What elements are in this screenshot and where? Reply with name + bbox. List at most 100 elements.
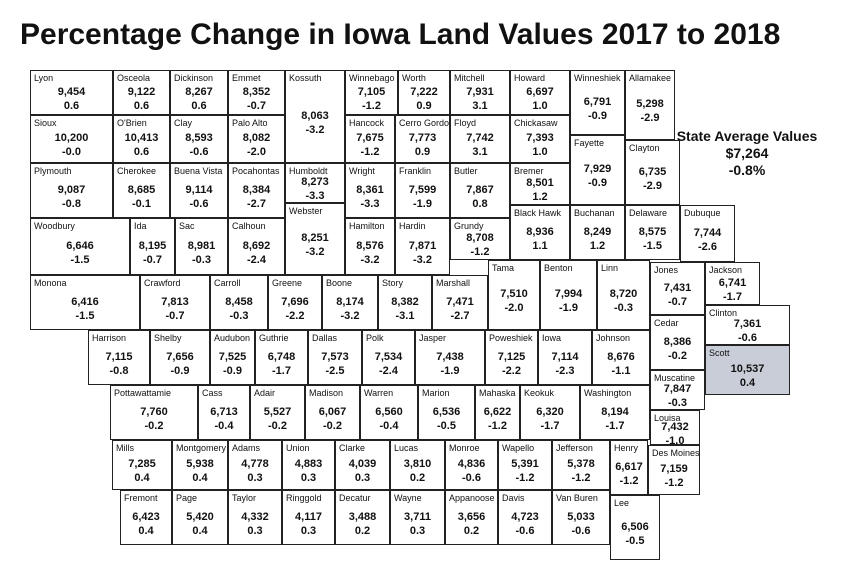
county-name: Cherokee <box>117 166 157 176</box>
county: Adams 4,778 0.3 <box>228 440 282 490</box>
county-change: 0.4 <box>192 524 208 537</box>
county-value: 5,527 <box>263 405 292 418</box>
county-name: Woodbury <box>34 221 75 231</box>
county-change: 0.6 <box>133 146 150 158</box>
county: Palo Alto 8,082 -2.0 <box>228 115 285 163</box>
county: Black Hawk 8,936 1.1 <box>510 205 570 260</box>
county-name: Muscatine <box>654 373 696 383</box>
county-value: 7,813 <box>161 295 189 308</box>
county-name: Boone <box>326 278 353 288</box>
county: Union 4,883 0.3 <box>282 440 335 490</box>
county-change: -0.3 <box>192 253 211 266</box>
county-name: O'Brien <box>117 118 147 128</box>
county-name: Franklin <box>399 166 432 176</box>
county-value: 7,115 <box>105 350 133 363</box>
county-value: 7,471 <box>446 295 474 308</box>
county-value: 7,871 <box>408 239 437 252</box>
county-value: 8,082 <box>242 132 271 144</box>
county-change: -3.1 <box>395 309 415 322</box>
county-value: 8,720 <box>609 288 638 300</box>
county-change: -1.5 <box>70 253 90 266</box>
county: Lee 6,506 -0.5 <box>610 495 660 560</box>
county-change: -1.7 <box>723 290 742 303</box>
county-value: 4,117 <box>295 510 322 523</box>
county-value: 7,114 <box>551 350 579 363</box>
county: Buchanan 8,249 1.2 <box>570 205 625 260</box>
county-change: -2.7 <box>247 197 266 210</box>
county: Dubuque 7,744 -2.6 <box>680 205 735 262</box>
county-value: 3,488 <box>348 510 377 523</box>
county-change: -0.9 <box>170 364 190 377</box>
county: Humboldt 8,273 -3.3 <box>285 163 345 203</box>
county: Appanoose 3,656 0.2 <box>445 490 498 545</box>
county-name: Keokuk <box>524 388 555 398</box>
county-value: 9,454 <box>57 85 86 98</box>
county: Floyd 7,742 3.1 <box>450 115 510 163</box>
county-change: -1.0 <box>665 434 685 447</box>
county-name: Warren <box>364 388 394 398</box>
county-name: Howard <box>514 73 546 83</box>
county-name: Des Moines <box>652 448 700 458</box>
county-name: Davis <box>502 493 525 503</box>
county: Iowa 7,114 -2.3 <box>538 330 592 385</box>
county-value: 7,656 <box>166 350 194 363</box>
county-value: 8,575 <box>638 225 667 238</box>
county: Ida 8,195 -0.7 <box>130 218 175 275</box>
county-value: 9,087 <box>57 183 86 196</box>
county-value: 7,105 <box>357 85 386 98</box>
county: Winnebago 7,105 -1.2 <box>345 70 398 115</box>
county-name: Clarke <box>339 443 366 453</box>
county-change: -0.6 <box>571 524 591 537</box>
county-name: Grundy <box>454 221 484 231</box>
county-change: -0.7 <box>165 309 185 322</box>
county-value: 6,748 <box>267 350 296 363</box>
county-name: Osceola <box>117 73 151 83</box>
county-change: -1.7 <box>605 419 625 432</box>
county-value: 7,432 <box>661 420 689 433</box>
county-change: -0.3 <box>229 309 249 322</box>
county: Emmet 8,352 -0.7 <box>228 70 285 115</box>
county: Wayne 3,711 0.3 <box>390 490 445 545</box>
county-name: Monroe <box>449 443 480 453</box>
county-change: -3.3 <box>305 190 325 202</box>
county-change: 0.6 <box>191 99 207 112</box>
county-name: Worth <box>402 73 426 83</box>
county-name: Johnson <box>596 333 631 343</box>
county-value: 4,778 <box>241 458 269 470</box>
county-value: 4,039 <box>348 458 377 470</box>
county-value: 7,431 <box>663 281 692 294</box>
title: Percentage Change in Iowa Land Values 20… <box>20 18 781 51</box>
county-value: 4,836 <box>457 458 486 470</box>
county: Ringgold 4,117 0.3 <box>282 490 335 545</box>
county: Boone 8,174 -3.2 <box>322 275 378 330</box>
county-name: Dubuque <box>684 208 721 218</box>
county-value: 6,735 <box>638 165 667 178</box>
county: Crawford 7,813 -0.7 <box>140 275 210 330</box>
county: Pocahontas 8,384 -2.7 <box>228 163 285 218</box>
county-value: 6,067 <box>318 405 347 418</box>
county-value: 8,384 <box>242 183 271 196</box>
county-name: Cerro Gordo <box>399 118 450 128</box>
county-value: 6,536 <box>432 405 461 418</box>
county-change: -1.2 <box>362 99 381 112</box>
county-value: 3,810 <box>403 458 432 470</box>
county-change: -0.2 <box>323 419 342 432</box>
county-change: -0.9 <box>588 109 607 122</box>
county-name: Chickasaw <box>514 118 558 128</box>
county-name: Polk <box>366 333 384 343</box>
county-name: Mitchell <box>454 73 485 83</box>
county-name: Marion <box>422 388 450 398</box>
county-change: -0.6 <box>189 197 209 210</box>
county: Jackson 6,741 -1.7 <box>705 262 760 305</box>
county: Bremer 8,501 1.2 <box>510 163 570 205</box>
county-name: Van Buren <box>556 493 598 503</box>
county-name: Page <box>176 493 198 503</box>
county-name: Clinton <box>709 308 738 318</box>
county: Decatur 3,488 0.2 <box>335 490 390 545</box>
county-value: 7,438 <box>436 350 464 363</box>
county: Jasper 7,438 -1.9 <box>415 330 485 385</box>
county: Fremont 6,423 0.4 <box>120 490 172 545</box>
county-name: Butler <box>454 166 478 176</box>
county-name: Winneshiek <box>574 73 621 83</box>
county-change: -0.5 <box>437 419 456 432</box>
